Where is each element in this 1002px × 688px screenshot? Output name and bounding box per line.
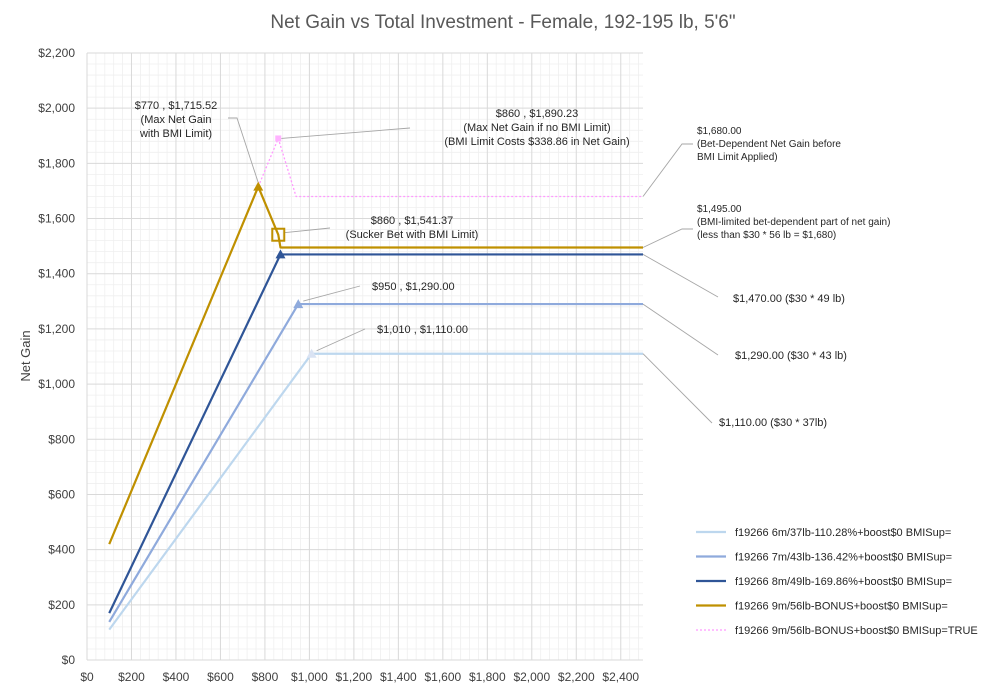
x-tick-label: $2,400 bbox=[602, 670, 639, 684]
y-tick-label: $1,000 bbox=[38, 377, 75, 391]
series-line-3 bbox=[108, 253, 643, 614]
annotation-a1495-line-1: $1,495.00 bbox=[697, 204, 742, 215]
annotations: $770 , $1,715.52 (Max Net Gain with BMI Li… bbox=[135, 100, 891, 429]
square-marker bbox=[275, 135, 282, 142]
triangle-marker bbox=[253, 181, 264, 191]
y-tick-label: $400 bbox=[48, 543, 75, 557]
triangle-marker bbox=[293, 299, 304, 309]
y-tick-label: $1,400 bbox=[38, 267, 75, 281]
y-axis-label: Net Gain bbox=[18, 330, 33, 381]
annotation-a770-line-3: with BMI Limit) bbox=[139, 128, 212, 140]
x-tick-label: $800 bbox=[252, 670, 279, 684]
x-tick-label: $600 bbox=[207, 670, 234, 684]
x-tick-label: $2,000 bbox=[513, 670, 550, 684]
annotation-a860sucker-line-2: (Sucker Bet with BMI Limit) bbox=[346, 229, 479, 241]
leader-line bbox=[642, 254, 719, 298]
legend-label-4: f19266 9m/56lb-BONUS+boost$0 BMISup= bbox=[735, 601, 948, 613]
annotation-a860sucker-line-1: $860 , $1,541.37 bbox=[371, 215, 454, 227]
y-tick-label: $1,800 bbox=[38, 156, 75, 170]
annotation-a1495-line-2: (BMI-limited bet-dependent part of net g… bbox=[697, 217, 890, 228]
legend-label-3: f19266 8m/49lb-169.86%+boost$0 BMISup= bbox=[735, 576, 952, 588]
annotation-a1110-line-1: $1,110.00 ($30 * 37lb) bbox=[719, 417, 827, 429]
leader-line bbox=[284, 227, 331, 234]
legend-label-1: f19266 6m/37lb-110.28%+boost$0 BMISup= bbox=[735, 527, 951, 539]
x-tick-label: $400 bbox=[163, 670, 190, 684]
y-axis-ticks: $0 $200 $400 $600 $800 $1,000 $1,200 $1,400 $1,6… bbox=[38, 46, 75, 667]
x-tick-label: $1,000 bbox=[291, 670, 328, 684]
annotation-a950-line-1: $950 , $1,290.00 bbox=[372, 281, 455, 293]
legend: f19266 6m/37lb-110.28%+boost$0 BMISup= f1… bbox=[696, 527, 978, 637]
y-tick-label: $1,600 bbox=[38, 212, 75, 226]
annotation-a1680-line-2: (Bet-Dependent Net Gain before bbox=[697, 139, 841, 150]
leader-line bbox=[642, 143, 693, 197]
major-gridlines bbox=[86, 52, 643, 661]
y-tick-label: $2,200 bbox=[38, 46, 75, 60]
triangle-marker bbox=[306, 348, 317, 358]
marker-layer bbox=[253, 135, 317, 358]
leader-line bbox=[228, 117, 259, 183]
annotation-a1470-line-1: $1,470.00 ($30 * 49 lb) bbox=[733, 293, 845, 305]
annotation-a1680-line-3: BMI Limit Applied) bbox=[697, 152, 778, 163]
leader-line bbox=[281, 127, 411, 139]
leader-line bbox=[642, 353, 713, 424]
triangle-marker bbox=[275, 249, 286, 259]
annotation-a1680-line-1: $1,680.00 bbox=[697, 126, 742, 137]
y-tick-label: $1,200 bbox=[38, 322, 75, 336]
leader-line bbox=[316, 328, 366, 352]
annotation-a770-line-2: (Max Net Gain bbox=[141, 114, 212, 126]
x-tick-label: $1,400 bbox=[380, 670, 417, 684]
hollow-square-marker bbox=[271, 227, 286, 242]
legend-label-5: f19266 9m/56lb-BONUS+boost$0 BMISup=TRUE bbox=[735, 625, 978, 637]
legend-label-2: f19266 7m/43lb-136.42%+boost$0 BMISup= bbox=[735, 552, 952, 564]
x-tick-label: $1,200 bbox=[336, 670, 373, 684]
annotation-a770-line-1: $770 , $1,715.52 bbox=[135, 100, 218, 112]
annotation-a1010-line-1: $1,010 , $1,110.00 bbox=[377, 324, 468, 336]
annotation-a860max-line-3: (BMI Limit Costs $338.86 in Net Gain) bbox=[444, 136, 629, 148]
y-tick-label: $200 bbox=[48, 598, 75, 612]
x-tick-label: $1,600 bbox=[424, 670, 461, 684]
y-tick-label: $2,000 bbox=[38, 101, 75, 115]
x-tick-label: $0 bbox=[80, 670, 94, 684]
leader-line bbox=[303, 285, 361, 302]
annotation-a1495-line-3: (less than $30 * 56 lb = $1,680) bbox=[697, 230, 836, 241]
annotation-a1290-line-1: $1,290.00 ($30 * 43 lb) bbox=[735, 350, 847, 362]
y-tick-label: $800 bbox=[48, 432, 75, 446]
chart-title: Net Gain vs Total Investment - Female, 1… bbox=[270, 12, 735, 33]
y-tick-label: $600 bbox=[48, 487, 75, 501]
x-axis-ticks: $0 $200 $400 $600 $800 $1,000 $1,200 $1,400 $1,6… bbox=[80, 670, 639, 684]
x-tick-label: $2,200 bbox=[558, 670, 595, 684]
x-tick-label: $1,800 bbox=[469, 670, 506, 684]
leader-line bbox=[642, 303, 719, 356]
y-tick-label: $0 bbox=[62, 653, 76, 667]
series-line-4 bbox=[108, 185, 643, 545]
annotation-a860max-line-2: (Max Net Gain if no BMI Limit) bbox=[463, 122, 610, 134]
annotation-leader-lines bbox=[228, 117, 719, 424]
annotation-a860max-line-1: $860 , $1,890.23 bbox=[496, 108, 579, 120]
leader-line bbox=[642, 228, 693, 248]
x-tick-label: $200 bbox=[118, 670, 145, 684]
